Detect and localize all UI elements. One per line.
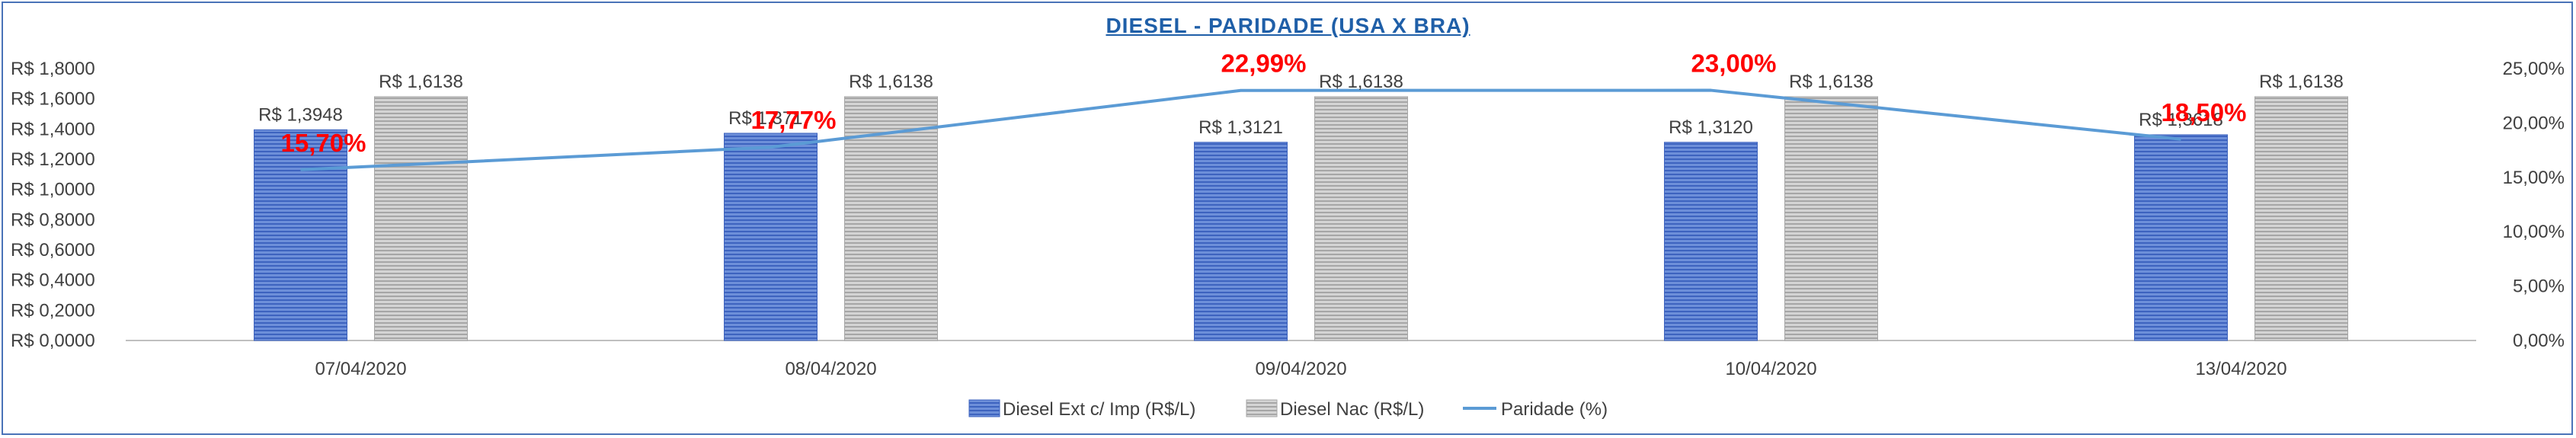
bar-label-diesel-nac: R$ 1,6138: [2259, 72, 2344, 92]
labels-layer: R$ 1,3948 R$ 1,6138 R$ 1,3717 R$ 1,6138 R$ 1…: [258, 50, 2344, 157]
x-tick-label: 07/04/2020: [315, 359, 406, 379]
line-layer: [300, 88, 2181, 171]
y-left-tick-label: R$ 1,4000: [11, 119, 95, 139]
bar-diesel-nac: [1784, 96, 1878, 341]
bar-label-diesel-ext: R$ 1,3948: [258, 104, 343, 125]
y-left-tick-label: R$ 0,8000: [11, 209, 95, 230]
y-right-tick-label: 5,00%: [2513, 277, 2565, 297]
y-left-tick-label: R$ 0,4000: [11, 270, 95, 291]
legend-label-diesel-nac: Diesel Nac (R$/L): [1280, 399, 1424, 420]
legend-label-diesel-ext: Diesel Ext c/ Imp (R$/L): [1003, 399, 1195, 420]
legend: Diesel Ext c/ Imp (R$/L) Diesel Nac (R$/L…: [968, 399, 1608, 420]
y-right-tick-label: 25,00%: [2503, 59, 2565, 79]
y-right-tick-label: 20,00%: [2503, 113, 2565, 133]
bars-layer: [254, 96, 2348, 341]
chart-title: DIESEL - PARIDADE (USA X BRA): [1106, 14, 1470, 37]
y-left-tick-label: R$ 1,2000: [11, 149, 95, 170]
y-right-tick-label: 0,00%: [2513, 331, 2565, 351]
y-left-tick-label: R$ 1,8000: [11, 59, 95, 79]
bar-diesel-nac: [2254, 96, 2348, 341]
line-label-paridade: 18,50%: [2162, 98, 2247, 126]
bar-diesel-ext: [724, 133, 818, 341]
line-label-paridade: 15,70%: [281, 129, 366, 157]
y-left-tick-label: R$ 1,6000: [11, 89, 95, 110]
bar-diesel-nac: [1314, 96, 1408, 341]
y-left-tick-label: R$ 0,2000: [11, 300, 95, 321]
line-label-paridade: 17,77%: [751, 106, 837, 134]
bar-label-diesel-nac: R$ 1,6138: [1319, 72, 1403, 92]
x-tick-label: 08/04/2020: [785, 359, 876, 379]
bar-label-diesel-ext: R$ 1,3120: [1669, 117, 1753, 138]
axes-layer: R$ 0,0000 R$ 0,2000 R$ 0,4000 R$ 0,6000 R$ 0…: [11, 59, 2565, 379]
bar-diesel-ext: [1664, 142, 1758, 341]
y-right-tick-label: 15,00%: [2503, 168, 2565, 188]
bar-label-diesel-ext: R$ 1,3121: [1198, 117, 1283, 138]
bar-diesel-ext: [254, 129, 347, 341]
y-right-tick-label: 10,00%: [2503, 222, 2565, 242]
bar-label-diesel-nac: R$ 1,6138: [379, 72, 463, 92]
bar-label-diesel-ext: R$ 1,3618: [2139, 110, 2223, 130]
line-label-paridade: 22,99%: [1221, 50, 1307, 78]
legend-label-paridade: Paridade (%): [1501, 399, 1608, 420]
line-paridade: [300, 88, 2181, 171]
bar-diesel-nac: [374, 96, 468, 341]
bar-label-diesel-ext: R$ 1,3717: [728, 108, 813, 129]
y-left-tick-label: R$ 0,0000: [11, 331, 95, 351]
bar-label-diesel-nac: R$ 1,6138: [1789, 72, 1874, 92]
line-label-paridade: 23,00%: [1691, 50, 1777, 78]
x-tick-label: 13/04/2020: [2195, 359, 2286, 379]
x-tick-label: 10/04/2020: [1725, 359, 1816, 379]
x-tick-label: 09/04/2020: [1255, 359, 1346, 379]
y-left-tick-label: R$ 0,6000: [11, 240, 95, 261]
bar-diesel-ext: [1194, 142, 1288, 341]
y-left-tick-label: R$ 1,0000: [11, 180, 95, 200]
bar-diesel-ext: [2134, 134, 2228, 341]
legend-swatch-diesel-ext: [968, 399, 1000, 417]
legend-swatch-diesel-nac: [1246, 399, 1278, 417]
bar-label-diesel-nac: R$ 1,6138: [849, 72, 933, 92]
